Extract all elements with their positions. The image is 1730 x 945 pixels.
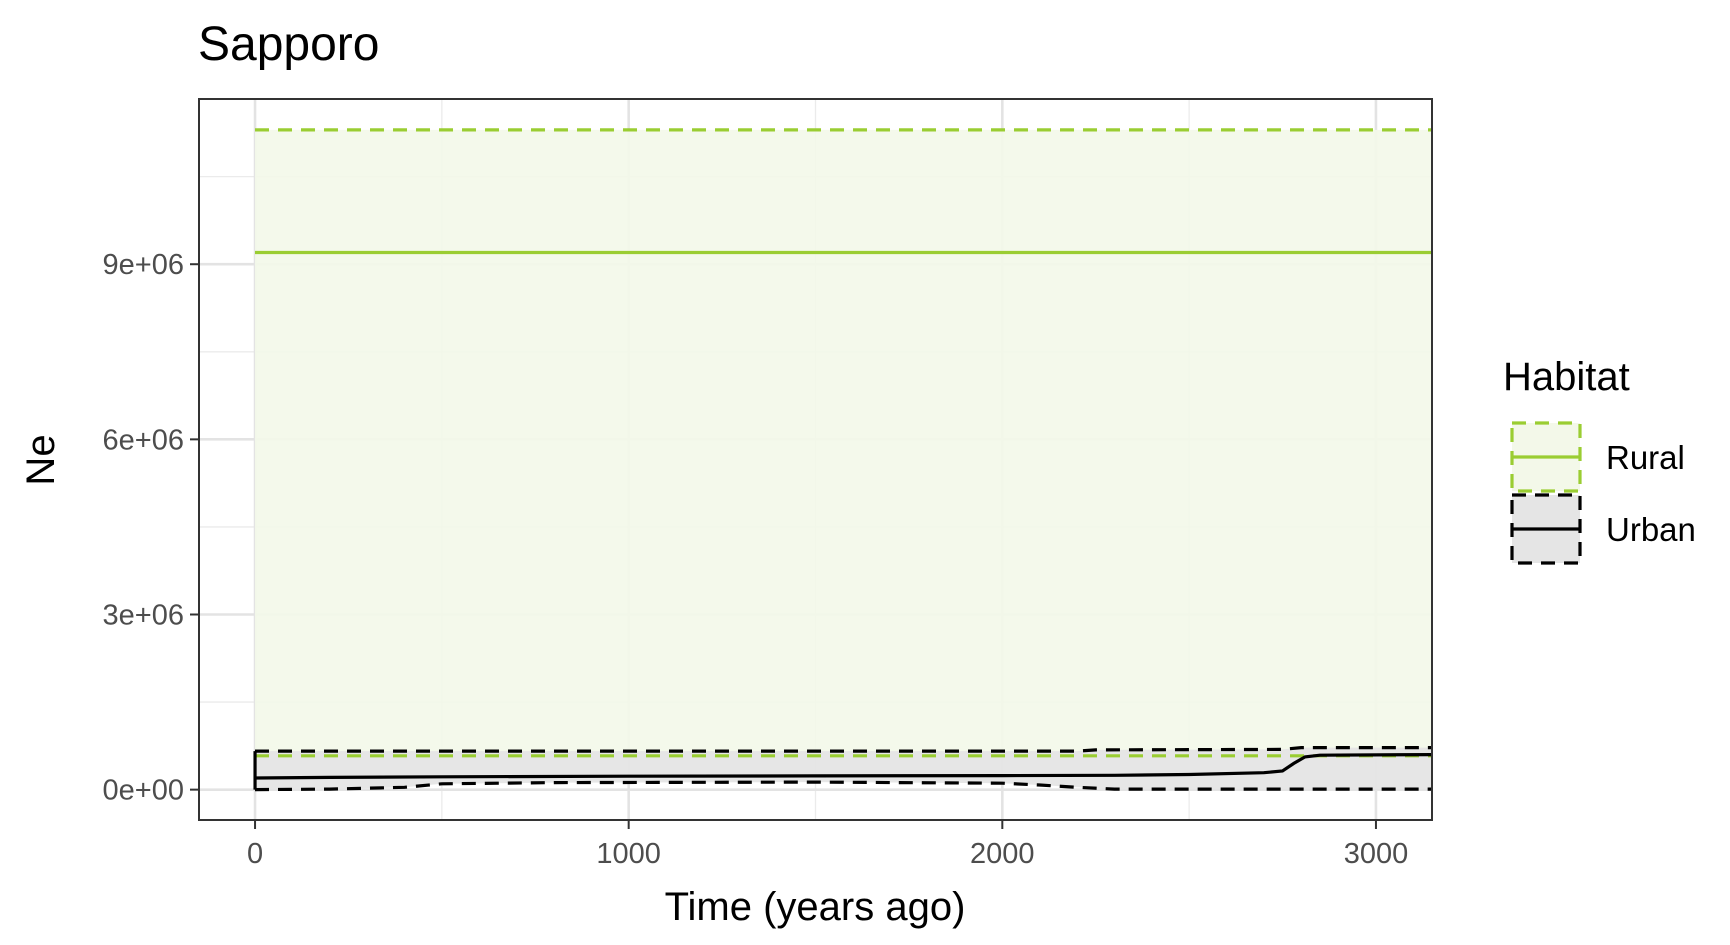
legend-item-rural: Rural <box>1510 421 1685 493</box>
median-line-urban <box>254 753 1432 780</box>
x-tick-label: 1000 <box>596 838 661 870</box>
x-axis: 0 1000 2000 3000 <box>247 820 1408 870</box>
y-tick-label: 9e+06 <box>103 249 184 281</box>
x-axis-title: Time (years ago) <box>665 885 966 929</box>
y-axis: 0e+00 3e+06 6e+06 9e+06 <box>103 249 199 807</box>
y-tick-label: 3e+06 <box>103 600 184 632</box>
upper-bound-urban <box>255 746 1432 753</box>
series-layer <box>253 128 1432 792</box>
y-axis-title: Ne <box>19 434 63 485</box>
legend-label-urban: Urban <box>1606 511 1696 548</box>
legend: Habitat Rural Urban <box>1503 355 1696 565</box>
y-tick-label: 6e+06 <box>103 424 184 456</box>
x-tick-label: 3000 <box>1344 838 1409 870</box>
lower-bound-urban <box>254 780 1432 792</box>
legend-label-rural: Rural <box>1606 439 1685 476</box>
plot-panel <box>198 98 1433 821</box>
panel-border <box>198 98 1433 821</box>
y-tick-label: 0e+00 <box>103 775 184 807</box>
legend-title: Habitat <box>1503 355 1630 399</box>
ribbon-urban <box>255 747 1432 790</box>
legend-item-urban: Urban <box>1510 493 1696 565</box>
chart-title: Sapporo <box>198 18 379 71</box>
legend-keys: Rural Urban <box>1510 421 1696 565</box>
x-tick-label: 0 <box>247 838 263 870</box>
ribbon-rural <box>255 129 1432 756</box>
x-tick-label: 2000 <box>970 838 1035 870</box>
